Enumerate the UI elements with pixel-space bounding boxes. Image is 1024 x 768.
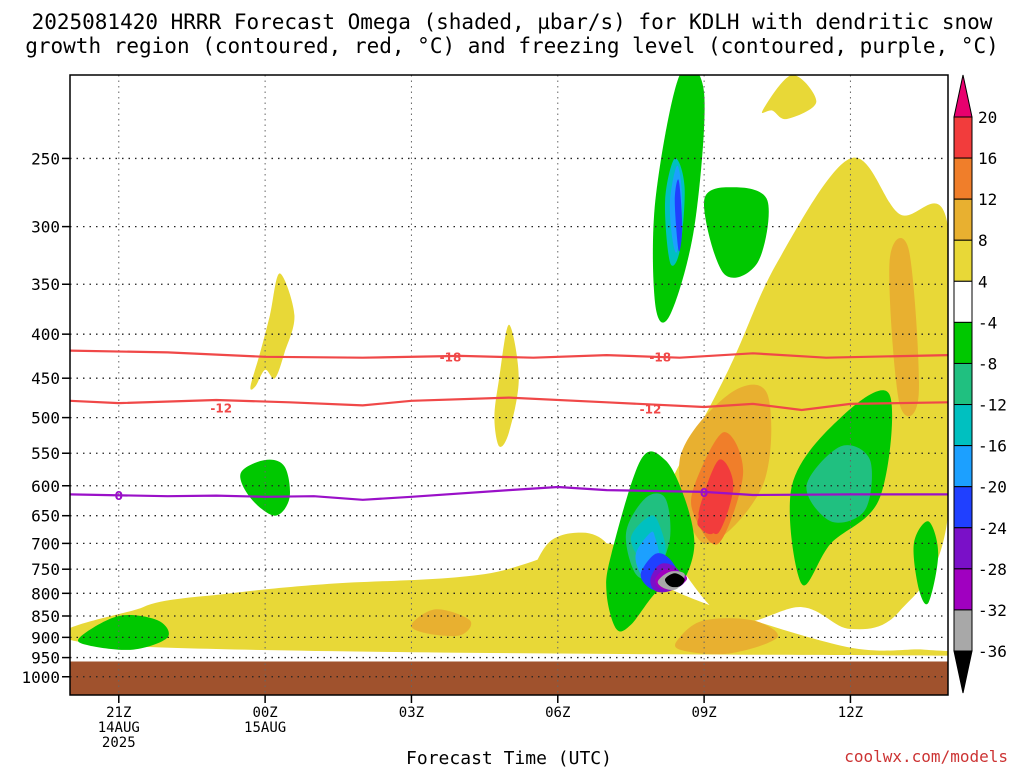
colorbar-label-13: -36 xyxy=(978,642,1007,661)
y-tick-label-650: 650 xyxy=(31,507,60,526)
chart-title-line-2: growth region (contoured, red, °C) and f… xyxy=(25,34,999,58)
colorbar-label-3: 8 xyxy=(978,231,988,250)
colorbar: 20 16 12 8 4 -4 -8 -12 -16 -20 -24 -28 -32 -36 xyxy=(953,74,1007,694)
y-tick-label-900: 900 xyxy=(31,628,60,647)
ground-band xyxy=(70,661,948,695)
colorbar-top-arrow xyxy=(953,74,973,118)
colorbar-swatch-1 xyxy=(953,116,973,159)
y-tick-label-850: 850 xyxy=(31,607,60,626)
x-tick-label-12-0: 09Z xyxy=(691,705,716,721)
colorbar-label-1: 16 xyxy=(978,149,997,168)
y-tick-label-1000: 1000 xyxy=(21,668,60,687)
y-tick-label-250: 250 xyxy=(31,149,60,168)
colorbar-label-9: -20 xyxy=(978,478,1007,497)
contour-label-0: -18 xyxy=(440,351,462,365)
y-tick-label-350: 350 xyxy=(31,275,60,294)
x-tick-label-9-0: 06Z xyxy=(545,705,570,721)
x-tick-label-0-0: 21Z xyxy=(106,705,131,721)
x-tick-label-0-1: 14AUG xyxy=(98,720,140,736)
colorbar-swatch-8 xyxy=(953,404,973,447)
y-tick-label-450: 450 xyxy=(31,369,60,388)
colorbar-bottom-arrow xyxy=(953,650,973,694)
colorbar-label-10: -24 xyxy=(978,519,1007,538)
colorbar-swatch-12 xyxy=(953,568,973,611)
colorbar-swatch-9 xyxy=(953,445,973,488)
contour-label-1: -18 xyxy=(649,351,671,365)
omega-region-27 xyxy=(674,179,683,252)
contour-label-3: -12 xyxy=(640,402,662,416)
x-tick-label-15-0: 12Z xyxy=(838,705,863,721)
contour-line-m12-1 xyxy=(70,396,948,412)
colorbar-swatch-2 xyxy=(953,157,973,200)
omega-region-13 xyxy=(77,615,169,650)
contour-label-4: 0 xyxy=(115,489,123,503)
colorbar-swatch-4 xyxy=(953,239,973,282)
colorbar-swatch-10 xyxy=(953,486,973,529)
y-tick-label-750: 750 xyxy=(31,560,60,579)
colorbar-label-4: 4 xyxy=(978,272,988,291)
y-tick-label-300: 300 xyxy=(31,218,60,237)
y-tick-label-700: 700 xyxy=(31,534,60,553)
colorbar-label-7: -12 xyxy=(978,396,1007,415)
y-tick-label-550: 550 xyxy=(31,444,60,463)
omega-region-5 xyxy=(761,75,817,120)
y-tick-label-800: 800 xyxy=(31,584,60,603)
x-tick-label-0-2: 2025 xyxy=(102,735,136,751)
contour-label-5: 0 xyxy=(700,486,708,500)
omega-region-6 xyxy=(411,609,472,637)
contour-lines: -18 -18 -12 -12 0 0 xyxy=(70,349,948,503)
x-tick-label-3-0: 00Z xyxy=(252,705,277,721)
colorbar-label-0: 20 xyxy=(978,108,997,127)
colorbar-label-5: -4 xyxy=(978,313,997,332)
x-axis-label: Forecast Time (UTC) xyxy=(406,748,612,768)
omega-region-17 xyxy=(703,187,769,278)
colorbar-label-2: 12 xyxy=(978,190,997,209)
omega-region-2 xyxy=(494,324,519,447)
y-tick-label-400: 400 xyxy=(31,325,60,344)
plot-frame xyxy=(69,74,949,696)
colorbar-swatch-13 xyxy=(953,609,973,652)
colorbar-label-6: -8 xyxy=(978,354,997,373)
axes: 250 300 350 400 450 500 550 600 650 700 750 800 850 9… xyxy=(21,74,949,751)
colorbar-label-11: -28 xyxy=(978,560,1007,579)
colorbar-label-12: -32 xyxy=(978,601,1007,620)
contour-line-m18-0 xyxy=(70,349,948,359)
colorbar-label-8: -16 xyxy=(978,437,1007,456)
omega-region-31 xyxy=(664,573,685,588)
contour-label-2: -12 xyxy=(210,402,232,416)
omega-region-21 xyxy=(806,445,872,523)
omega-shaded-regions xyxy=(70,75,948,656)
omega-region-3 xyxy=(522,532,617,603)
credit-text: coolwx.com/models xyxy=(844,747,1008,766)
colorbar-swatch-11 xyxy=(953,527,973,570)
colorbar-swatch-6 xyxy=(953,321,973,364)
colorbar-swatch-3 xyxy=(953,198,973,241)
y-tick-label-500: 500 xyxy=(31,409,60,428)
omega-region-1 xyxy=(250,273,295,390)
colorbar-swatch-7 xyxy=(953,362,973,406)
colorbar-swatch-5 xyxy=(953,280,973,323)
y-tick-label-950: 950 xyxy=(31,649,60,668)
ground-band-rect xyxy=(70,661,948,695)
contour-line-0-2 xyxy=(70,485,948,501)
y-tick-label-600: 600 xyxy=(31,477,60,496)
x-tick-label-6-0: 03Z xyxy=(399,705,424,721)
x-tick-label-3-1: 15AUG xyxy=(244,720,286,736)
omega-region-8 xyxy=(889,237,919,417)
chart-title-line-1: 2025081420 HRRR Forecast Omega (shaded, … xyxy=(32,10,993,34)
omega-region-19 xyxy=(913,521,939,605)
omega-region-9 xyxy=(675,618,778,655)
